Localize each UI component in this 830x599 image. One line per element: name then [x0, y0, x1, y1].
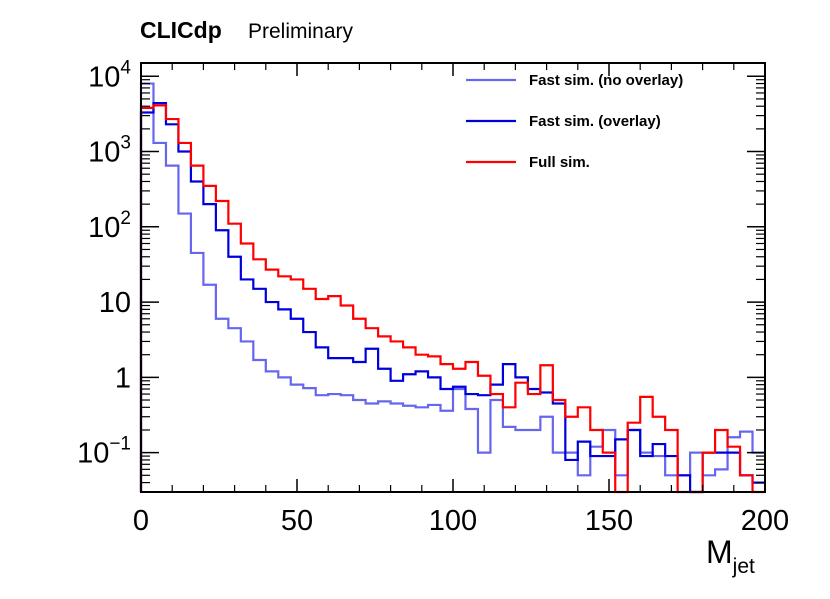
series-layer: [139, 82, 765, 494]
y-tick-label: 102: [88, 208, 131, 244]
x-tick-label: 100: [429, 505, 477, 537]
plot-frame: [140, 62, 766, 493]
x-tick-label: 200: [741, 505, 789, 537]
y-tick-label: 10−1: [77, 434, 131, 470]
y-tick-label: 104: [88, 57, 131, 93]
x-tick-label: 0: [133, 505, 149, 537]
legend-label: Fast sim. (no overlay): [529, 72, 683, 89]
legend-label: Full sim.: [529, 154, 590, 171]
legend: Fast sim. (no overlay) Fast sim. (overlay…: [466, 72, 683, 171]
chart-title: CLICdp: [140, 17, 222, 43]
y-tick-label: 103: [88, 133, 131, 169]
y-tick-label: 1: [115, 362, 131, 394]
x-axis-label: Mjet: [706, 534, 755, 578]
chart-subtitle: Preliminary: [248, 20, 354, 43]
labels-layer: 0 50 100 150 200 10−1 1 10 102 103 104: [77, 57, 789, 537]
x-tick-label: 50: [281, 505, 313, 537]
x-axis-label-main: M: [706, 534, 733, 570]
legend-label: Fast sim. (overlay): [529, 113, 661, 130]
x-axis-label-subscript: jet: [732, 555, 755, 578]
series-line-3: [139, 104, 765, 494]
y-tick-label: 10: [99, 287, 131, 319]
series-line-2: [139, 101, 765, 494]
ticks-layer: [140, 63, 766, 493]
x-tick-label: 150: [585, 505, 633, 537]
